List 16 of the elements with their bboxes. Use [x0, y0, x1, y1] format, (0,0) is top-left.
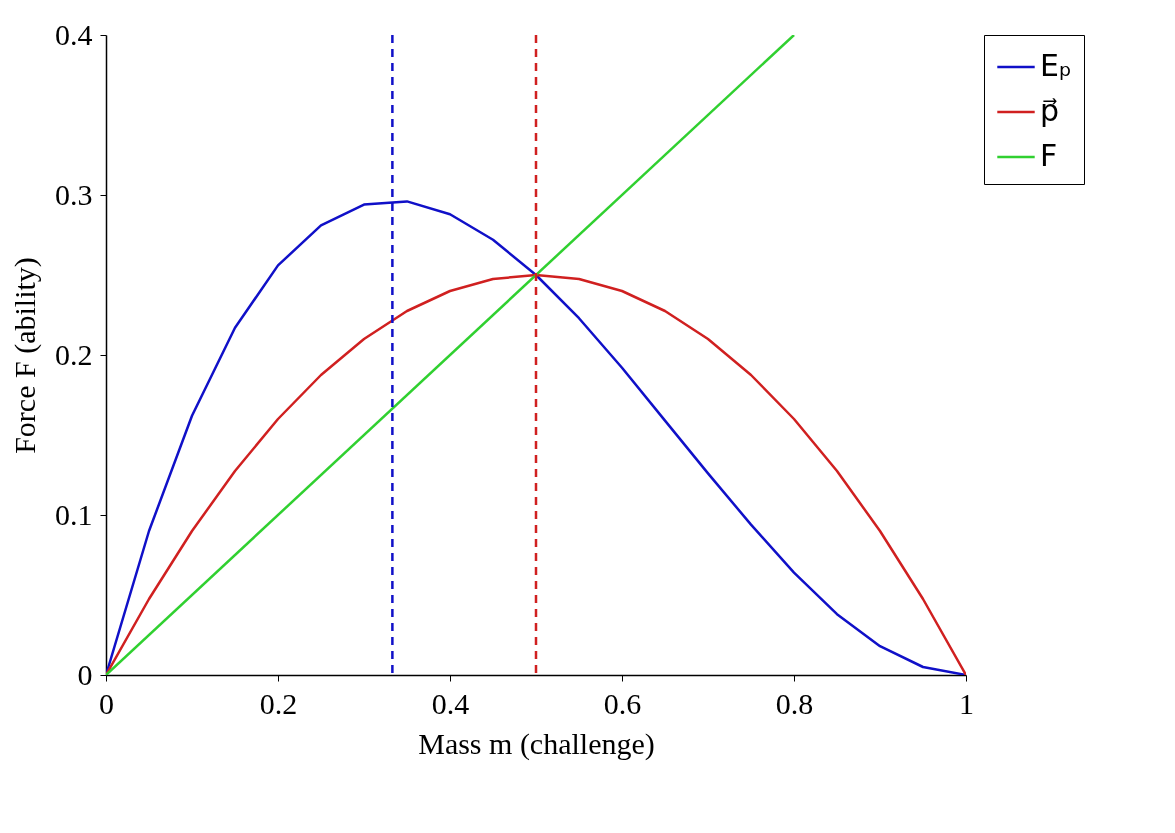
legend-label: p⃗: [1040, 93, 1060, 128]
x-tick-label: 0.2: [259, 686, 298, 720]
x-tick-label: 1: [959, 686, 974, 720]
y-tick-label: 0.1: [55, 497, 93, 531]
y-tick-label: 0.3: [55, 177, 93, 211]
x-tick-label: 0.8: [775, 686, 814, 720]
x-axis-title: Mass m (challenge): [418, 726, 655, 761]
y-tick-label: 0: [77, 657, 93, 691]
x-tick-label: 0.4: [431, 686, 470, 720]
legend-label: F: [1040, 138, 1058, 173]
x-tick-label: 0.6: [603, 686, 642, 720]
y-tick-label: 0.2: [55, 337, 93, 371]
legend-label: Eₚ: [1040, 48, 1072, 83]
y-tick-label: 0.4: [55, 17, 93, 51]
y-axis-title: Force F (ability): [8, 257, 42, 454]
x-tick-label: 0: [99, 686, 114, 720]
